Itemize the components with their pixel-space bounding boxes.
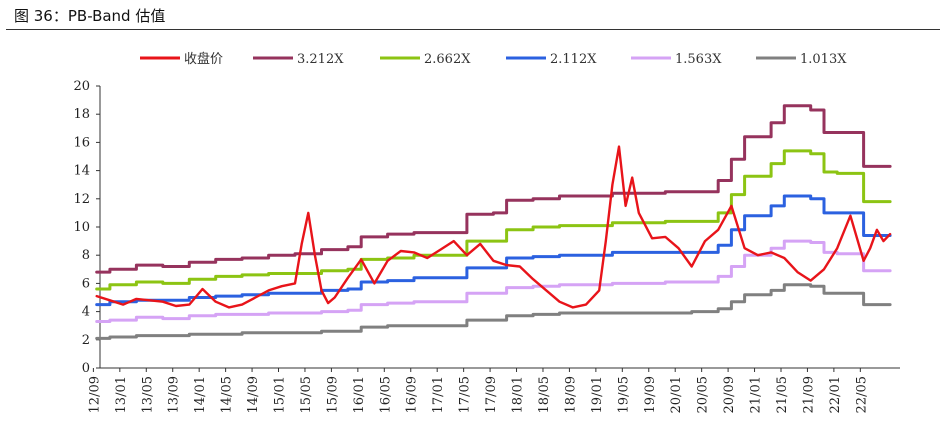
- legend-label: 1.013X: [800, 52, 847, 67]
- y-tick-label: 6: [82, 276, 90, 291]
- y-tick-label: 10: [73, 220, 90, 235]
- x-axis: 12/09 13/01 13/05 13/09 14/01 14/05 14/09 15/01…: [87, 367, 900, 413]
- x-tick-label: 19/05: [616, 376, 631, 413]
- x-tick-label: 16/05: [378, 376, 393, 413]
- series-line-2.662X: [95, 149, 892, 291]
- series-line-收盘价: [95, 145, 892, 309]
- y-tick-label: 20: [73, 79, 90, 94]
- legend: 收盘价 3.212X 2.662X 2.112X 1.563X 1.013X: [140, 51, 847, 67]
- y-tick-label: 12: [73, 192, 90, 207]
- x-tick-label: 22/01: [828, 376, 843, 413]
- x-tick-label: 15/09: [325, 376, 340, 413]
- series-line-3.212X: [95, 104, 892, 274]
- series-line-2.112X: [95, 194, 892, 307]
- x-tick-label: 19/09: [643, 376, 658, 413]
- y-tick-label: 4: [82, 305, 90, 320]
- figure-title: 图 36：PB-Band 估值: [14, 7, 166, 25]
- y-tick-label: 14: [73, 164, 90, 179]
- y-axis: 0 2 4 6 8 10 12 14 16 18 20: [73, 79, 101, 376]
- x-tick-label: 17/09: [484, 376, 499, 413]
- x-tick-label: 15/01: [273, 376, 288, 413]
- series-lines: [95, 104, 892, 340]
- x-tick-label: 14/05: [220, 376, 235, 413]
- legend-label: 2.112X: [550, 52, 597, 67]
- x-tick-label: 17/05: [458, 376, 473, 413]
- y-tick-label: 8: [82, 248, 90, 263]
- y-tick-label: 0: [82, 361, 90, 376]
- x-tick-label: 21/01: [749, 376, 764, 413]
- x-tick-label: 13/05: [140, 376, 155, 413]
- x-tick-label: 21/09: [801, 376, 816, 413]
- series-line-1.013X: [95, 283, 892, 340]
- x-tick-label: 18/05: [537, 376, 552, 413]
- title-rule: [6, 29, 940, 30]
- x-tick-label: 12/09: [87, 376, 102, 413]
- x-tick-label: 20/05: [696, 376, 711, 413]
- x-tick-label: 22/05: [854, 376, 869, 413]
- y-tick-label: 18: [73, 107, 90, 122]
- x-tick-label: 20/01: [669, 376, 684, 413]
- x-tick-label: 14/01: [193, 376, 208, 413]
- legend-label: 2.662X: [424, 52, 471, 67]
- x-tick-label: 13/09: [167, 376, 182, 413]
- x-tick-label: 17/01: [431, 376, 446, 413]
- series-line-1.563X: [95, 239, 892, 323]
- legend-label: 3.212X: [297, 52, 344, 67]
- x-tick-label: 14/09: [246, 376, 261, 413]
- x-tick-label: 16/01: [352, 376, 367, 413]
- x-tick-label: 18/09: [563, 376, 578, 413]
- x-tick-label: 20/09: [722, 376, 737, 413]
- x-tick-label: 18/01: [511, 376, 526, 413]
- x-tick-label: 21/05: [775, 376, 790, 413]
- y-tick-label: 2: [82, 333, 90, 348]
- legend-label: 收盘价: [184, 51, 223, 67]
- x-tick-label: 15/05: [299, 376, 314, 413]
- legend-label: 1.563X: [675, 52, 722, 67]
- x-tick-label: 13/01: [114, 376, 129, 413]
- x-tick-label: 19/01: [590, 376, 605, 413]
- x-tick-label: 16/09: [405, 376, 420, 413]
- y-tick-label: 16: [73, 135, 90, 150]
